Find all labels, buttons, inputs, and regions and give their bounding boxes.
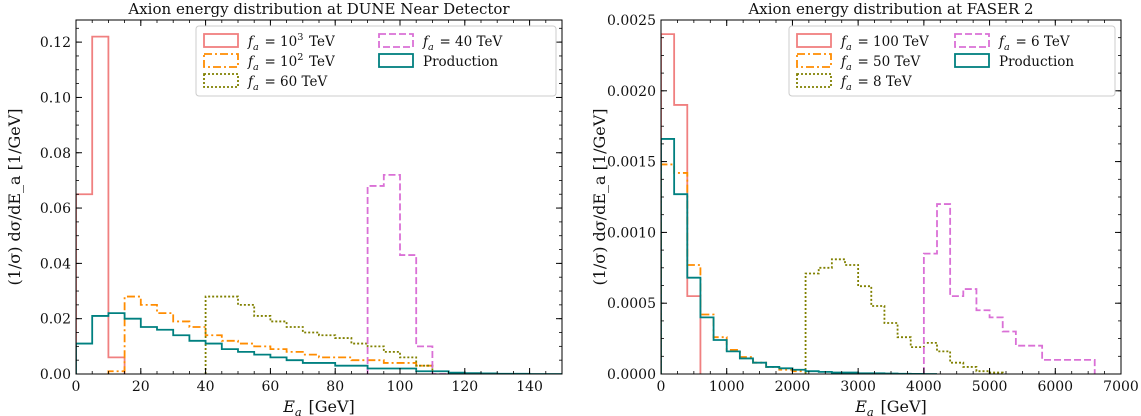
legend-label: fa = 6 TeV xyxy=(998,34,1070,53)
y-tick-label: 0.0010 xyxy=(607,225,656,241)
x-tick-label: 140 xyxy=(516,379,543,395)
series-line-1 xyxy=(661,33,702,374)
x-tick-label: 7000 xyxy=(1103,379,1139,395)
chart-title: Axion energy distribution at FASER 2 xyxy=(747,0,1033,18)
series-group xyxy=(76,35,562,374)
y-tick-label: 0.00 xyxy=(40,367,71,383)
y-axis-label: (1/σ) dσ/dE_a [1/GeV] xyxy=(590,108,609,285)
x-tick-label: 2000 xyxy=(775,379,811,395)
y-tick-label: 0.08 xyxy=(40,146,71,162)
x-tick-label: 4000 xyxy=(906,379,942,395)
legend-label: fa = 8 TeV xyxy=(840,74,912,93)
legend-label: Production xyxy=(999,54,1074,70)
x-tick-label: 40 xyxy=(197,379,215,395)
x-tick-label: 0 xyxy=(657,379,666,395)
y-tick-label: 0.06 xyxy=(40,201,71,217)
x-axis-label: Ea [GeV] xyxy=(854,397,927,416)
x-tick-label: 20 xyxy=(132,379,150,395)
series-line-2 xyxy=(107,295,434,374)
legend-frame xyxy=(788,25,1116,97)
legend-swatch xyxy=(796,33,832,48)
legend-swatch xyxy=(796,73,832,88)
legend-swatch xyxy=(796,53,832,68)
x-tick-label: 3000 xyxy=(840,379,876,395)
x-tick-label: 0 xyxy=(72,379,81,395)
legend-label: fa = 40 TeV xyxy=(422,34,502,53)
legend-label: fa = 100 TeV xyxy=(840,34,929,53)
x-tick-label: 80 xyxy=(326,379,344,395)
x-tick-label: 100 xyxy=(387,379,414,395)
x-axis-label: Ea [GeV] xyxy=(282,397,355,416)
y-tick-label: 0.02 xyxy=(40,312,71,328)
series-line-3 xyxy=(804,258,1004,374)
legend-label: Production xyxy=(423,54,498,70)
x-tick-label: 6000 xyxy=(1037,379,1073,395)
x-tick-label: 1000 xyxy=(709,379,745,395)
series-line-4 xyxy=(922,203,1096,374)
y-tick-label: 0.10 xyxy=(40,90,71,106)
y-tick-label: 0.0000 xyxy=(607,367,656,383)
series-line-1 xyxy=(76,35,126,374)
legend-frame xyxy=(195,25,557,97)
y-tick-label: 0.0025 xyxy=(607,13,656,29)
legend-swatch xyxy=(203,73,239,88)
y-tick-label: 0.12 xyxy=(40,35,71,51)
chart-title: Axion energy distribution at DUNE Near D… xyxy=(127,0,510,18)
chart-panel-2: 0 1000 2000 3000 4000 5000 6000 7000 0.0000 0.000… xyxy=(590,0,1139,416)
x-tick-label: 60 xyxy=(261,379,279,395)
legend-swatch xyxy=(378,53,414,68)
series-line-2 xyxy=(661,163,807,374)
legend-label: fa = 50 TeV xyxy=(840,54,920,73)
legend-swatch xyxy=(954,53,990,68)
y-axis-label: (1/σ) dσ/dE_a [1/GeV] xyxy=(5,108,24,285)
y-tick-label: 0.0015 xyxy=(607,155,656,171)
series-line-5 xyxy=(661,138,937,374)
legend-swatch xyxy=(203,33,239,48)
legend-swatch xyxy=(203,53,239,68)
y-tick-label: 0.04 xyxy=(40,256,71,272)
y-tick-label: 0.0020 xyxy=(607,84,656,100)
series-line-4 xyxy=(366,173,449,374)
legend-swatch xyxy=(954,33,990,48)
x-tick-label: 5000 xyxy=(972,379,1008,395)
series-line-5 xyxy=(76,312,562,374)
series-line-3 xyxy=(204,295,434,374)
legend-label: fa = 102 TeV xyxy=(247,52,335,73)
legend-swatch xyxy=(378,33,414,48)
chart-panel-1: 0 20 40 60 80 100 120 140 0.00 0.02 0.04 0.06 0.08 0.… xyxy=(5,0,563,416)
legend-label: fa = 60 TeV xyxy=(247,74,327,93)
x-tick-label: 120 xyxy=(451,379,478,395)
y-tick-label: 0.0005 xyxy=(607,296,656,312)
legend-label: fa = 103 TeV xyxy=(247,32,335,53)
